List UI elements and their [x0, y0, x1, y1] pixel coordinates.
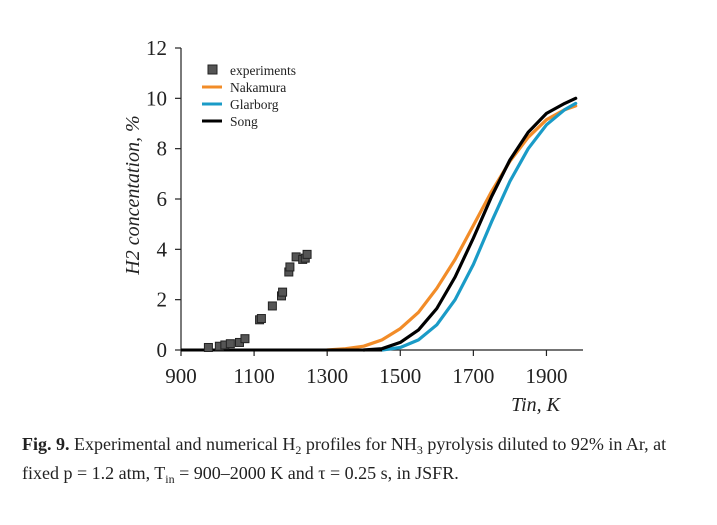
x-tick-label: 900	[165, 364, 197, 388]
x-tick-label: 1900	[525, 364, 567, 388]
legend-label-glarborg: Glarborg	[230, 97, 279, 112]
y-tick-label: 6	[157, 187, 168, 211]
caption-text-1: Experimental and numerical H	[69, 434, 296, 454]
caption-label: Fig. 9.	[22, 434, 70, 454]
x-tick-label: 1500	[379, 364, 421, 388]
experiment-point	[225, 339, 235, 349]
experiment-point	[203, 342, 213, 352]
caption-text-2: profiles for NH	[301, 434, 417, 454]
legend-marker-experiments	[207, 64, 218, 75]
x-tick-label: 1300	[306, 364, 348, 388]
experiment-point	[267, 301, 277, 311]
x-axis-title: Tin, K	[511, 394, 562, 416]
y-tick-label: 0	[157, 338, 168, 362]
caption-sub-3: in	[165, 472, 175, 486]
caption-text-4: = 900–2000 K and τ = 0.25 s, in JSFR.	[174, 463, 459, 483]
figure-caption: Fig. 9. Experimental and numerical H2 pr…	[22, 430, 700, 488]
series-line-nakamura	[325, 104, 578, 352]
y-tick-label: 4	[157, 237, 168, 261]
caption-text-3: pyrolysis diluted to 92% in Ar, at fixed…	[22, 434, 667, 483]
experiment-point	[278, 287, 288, 297]
series-layer	[181, 96, 578, 352]
x-tick-label: 1100	[233, 364, 274, 388]
caption-sub-2: 3	[416, 443, 423, 457]
series-line-song	[362, 96, 578, 352]
experiment-point	[240, 334, 250, 344]
experiment-point	[285, 262, 295, 272]
experiment-point	[256, 314, 266, 324]
y-tick-label: 12	[146, 36, 167, 60]
caption-sub-1: 2	[295, 443, 302, 457]
chart: 0 2 4 6 8 10 12 900 1100 1300 1500 1700 1900 experim…	[122, 36, 583, 416]
experiment-point	[302, 249, 312, 259]
legend-label-nakamura: Nakamura	[230, 80, 286, 95]
axes: 0 2 4 6 8 10 12 900 1100 1300 1500 1700 1900	[146, 36, 583, 388]
y-tick-label: 8	[157, 137, 168, 161]
legend: experiments Nakamura Glarborg Song	[202, 63, 296, 129]
series-line-glarborg	[380, 101, 578, 352]
y-tick-label: 10	[146, 86, 167, 110]
legend-label-song: Song	[230, 114, 258, 129]
y-axis-title: H2 concentation, %	[122, 115, 144, 275]
y-tick-label: 2	[157, 288, 168, 312]
legend-label-experiments: experiments	[230, 63, 296, 78]
x-tick-label: 1700	[452, 364, 494, 388]
